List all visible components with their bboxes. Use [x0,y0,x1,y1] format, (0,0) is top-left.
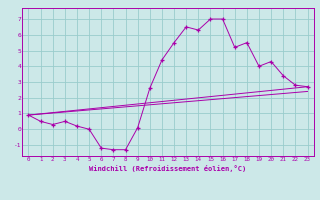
X-axis label: Windchill (Refroidissement éolien,°C): Windchill (Refroidissement éolien,°C) [89,165,247,172]
